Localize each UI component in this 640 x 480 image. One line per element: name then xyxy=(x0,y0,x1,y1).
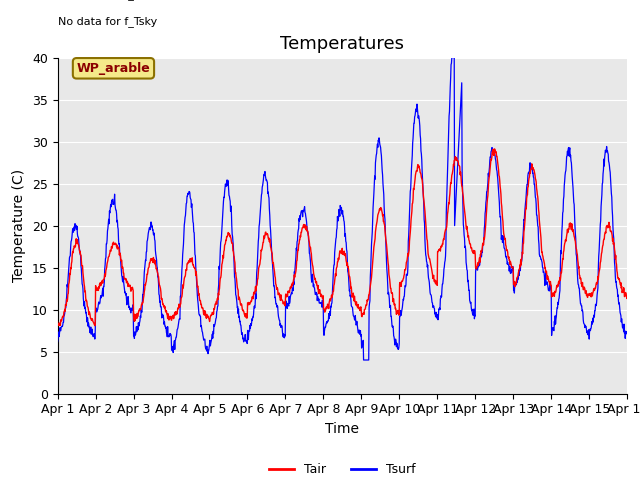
Title: Temperatures: Temperatures xyxy=(280,35,404,53)
Y-axis label: Temperature (C): Temperature (C) xyxy=(12,169,26,282)
X-axis label: Time: Time xyxy=(325,422,360,436)
Legend: Tair, Tsurf: Tair, Tsurf xyxy=(264,458,420,480)
Text: No data for f_Tsky: No data for f_Tsky xyxy=(58,16,157,27)
Text: WP_arable: WP_arable xyxy=(77,62,150,75)
